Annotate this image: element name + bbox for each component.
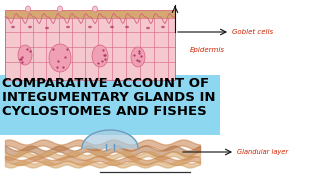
- Ellipse shape: [26, 6, 30, 12]
- Ellipse shape: [92, 6, 98, 12]
- Bar: [0, 75, 220, 135]
- Text: Epidermis: Epidermis: [190, 47, 225, 53]
- Ellipse shape: [11, 26, 15, 28]
- Text: CYCLOSTOMES AND FISHES: CYCLOSTOMES AND FISHES: [2, 105, 207, 118]
- Ellipse shape: [110, 26, 114, 28]
- Text: COMPARATIVE ACCOUNT OF: COMPARATIVE ACCOUNT OF: [2, 77, 209, 90]
- Text: Glandular layer: Glandular layer: [237, 149, 288, 155]
- Ellipse shape: [146, 27, 150, 29]
- Ellipse shape: [18, 45, 32, 65]
- Ellipse shape: [49, 44, 71, 72]
- Ellipse shape: [161, 26, 165, 28]
- Ellipse shape: [58, 6, 62, 12]
- Ellipse shape: [131, 47, 145, 67]
- Text: Goblet cells: Goblet cells: [232, 29, 273, 35]
- Ellipse shape: [45, 27, 49, 29]
- Text: INTEGUMENTARY GLANDS IN: INTEGUMENTARY GLANDS IN: [2, 91, 215, 104]
- Ellipse shape: [125, 26, 129, 28]
- Bar: [5, 10, 175, 18]
- Ellipse shape: [66, 26, 70, 28]
- Ellipse shape: [92, 45, 108, 67]
- Ellipse shape: [28, 26, 32, 28]
- Bar: [5, 10, 175, 80]
- Ellipse shape: [88, 26, 92, 28]
- Polygon shape: [82, 130, 138, 148]
